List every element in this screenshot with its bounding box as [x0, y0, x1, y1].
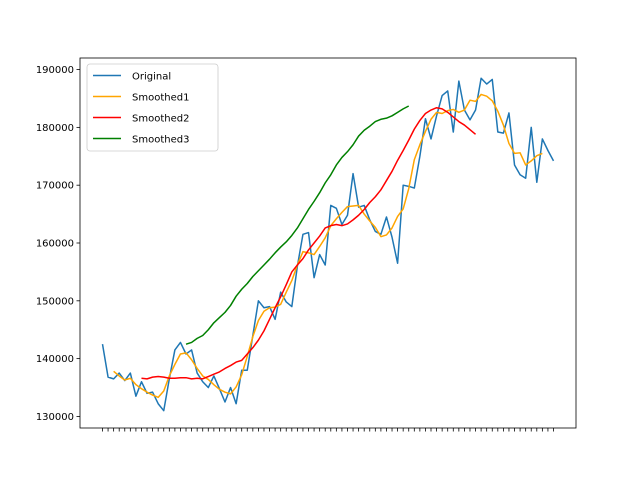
y-tick-label: 170000 [36, 181, 74, 192]
series-line-original [101, 77, 555, 412]
legend-label-smoothed3: Smoothed3 [132, 135, 189, 146]
legend: Original Smoothed1 Smoothed2 Smoothed3 [86, 63, 219, 152]
plot-frame [79, 57, 577, 429]
legend-frame [86, 63, 219, 152]
y-tick-label: 190000 [36, 65, 74, 76]
y-tick-label: 160000 [36, 239, 74, 250]
y-tick-label: 180000 [36, 123, 74, 134]
legend-label-smoothed2: Smoothed2 [132, 114, 189, 125]
series-line-smoothed2 [141, 106, 477, 380]
series-line-smoothed3 [185, 105, 410, 345]
y-axis-ticks: 130000 140000 150000 160000 170000 180000 1900… [36, 65, 80, 423]
y-tick-label: 150000 [36, 296, 74, 307]
y-tick-label: 140000 [36, 354, 74, 365]
legend-label-smoothed1: Smoothed1 [132, 93, 189, 104]
y-tick-label: 130000 [36, 412, 74, 423]
series-layer [101, 77, 555, 412]
legend-label-original: Original [132, 72, 171, 83]
x-axis-ticks [102, 428, 554, 432]
series-line-smoothed1 [113, 93, 543, 399]
